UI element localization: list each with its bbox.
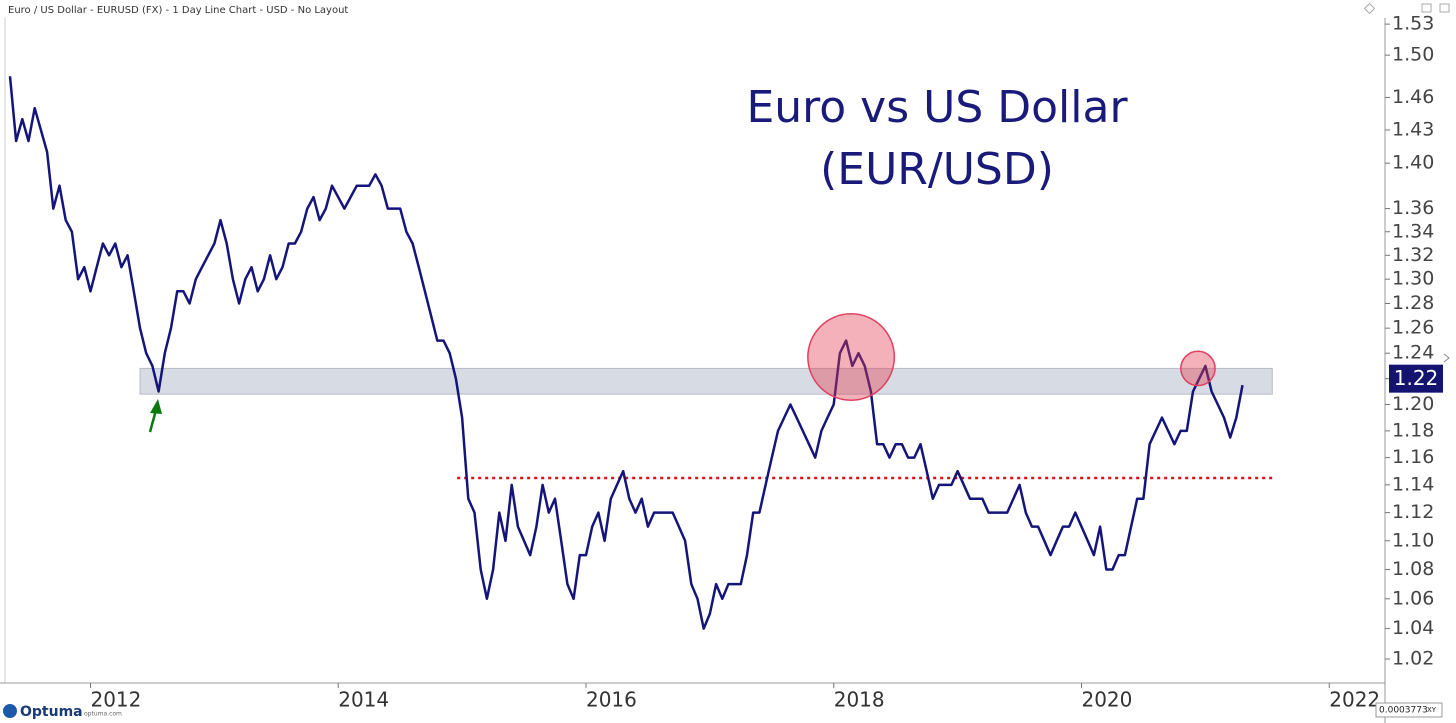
- y-tick-label: 1.40: [1392, 152, 1434, 174]
- x-tick-label: 2022: [1329, 688, 1380, 712]
- chart-header: Euro / US Dollar - EURUSD (FX) - 1 Day L…: [8, 5, 348, 16]
- y-tick-label: 1.18: [1392, 419, 1434, 441]
- x-tick-label: 2016: [586, 688, 637, 712]
- x-tick-label: 2012: [90, 688, 141, 712]
- y-tick-label: 1.14: [1392, 473, 1434, 495]
- logo-mark: [3, 704, 17, 718]
- support-band: [139, 367, 1273, 395]
- y-tick-label: 1.24: [1392, 342, 1434, 364]
- x-tick-label: 2020: [1081, 688, 1132, 712]
- icon[interactable]: [1439, 3, 1450, 13]
- icon[interactable]: [1363, 2, 1376, 15]
- y-tick-label: 1.28: [1392, 292, 1434, 314]
- last-price-box: [1389, 364, 1443, 393]
- y-tick-label: 1.26: [1392, 317, 1434, 339]
- x-tick-label: 2014: [338, 688, 389, 712]
- y-tick-label: 1.02: [1392, 648, 1434, 670]
- y-tick-label: 1.12: [1392, 501, 1434, 523]
- window-icons[interactable]: [1363, 2, 1450, 15]
- y-tick-label: 1.53: [1392, 13, 1434, 35]
- y-tick-label: 1.08: [1392, 558, 1434, 580]
- site: optuma.com: [84, 711, 122, 718]
- scale-value: 0.0003773: [1379, 706, 1428, 716]
- y-tick-label: 1.16: [1392, 446, 1434, 468]
- chart-title: (EUR/USD): [820, 144, 1054, 195]
- y-tick-label: 1.43: [1392, 118, 1434, 140]
- scale-box[interactable]: [1375, 702, 1443, 718]
- y-tick-label: 1.46: [1392, 86, 1434, 108]
- y-tick-label: 1.10: [1392, 529, 1434, 551]
- last-price-label: 1.22: [1394, 366, 1439, 390]
- price-line: [8, 76, 1244, 630]
- y-tick-label: 1.32: [1392, 244, 1434, 266]
- highlight: [807, 313, 896, 401]
- arrow-head: [150, 399, 162, 414]
- icon[interactable]: [1421, 3, 1432, 13]
- arrow-shaft: [148, 409, 158, 433]
- highlight: [1180, 350, 1216, 387]
- arrow: [148, 399, 162, 433]
- chart-title: Euro vs US Dollar: [746, 82, 1128, 133]
- collapse-icon[interactable]: [1443, 353, 1450, 363]
- y-tick-label: 1.36: [1392, 197, 1434, 219]
- y-tick-label: 1.50: [1392, 44, 1434, 66]
- y-tick-label: 1.30: [1392, 268, 1434, 290]
- y-tick-label: 1.34: [1392, 220, 1434, 242]
- footer: Optuma optuma.com 0.0003773 XY: [3, 702, 1443, 720]
- y-tick-label: 1.04: [1392, 617, 1434, 639]
- y-tick-label: 1.20: [1392, 393, 1434, 415]
- x-tick-label: 2018: [834, 688, 885, 712]
- y-tick-label: 1.06: [1392, 587, 1434, 609]
- logo: Optuma: [20, 704, 83, 720]
- scale-mode: XY: [1427, 706, 1437, 714]
